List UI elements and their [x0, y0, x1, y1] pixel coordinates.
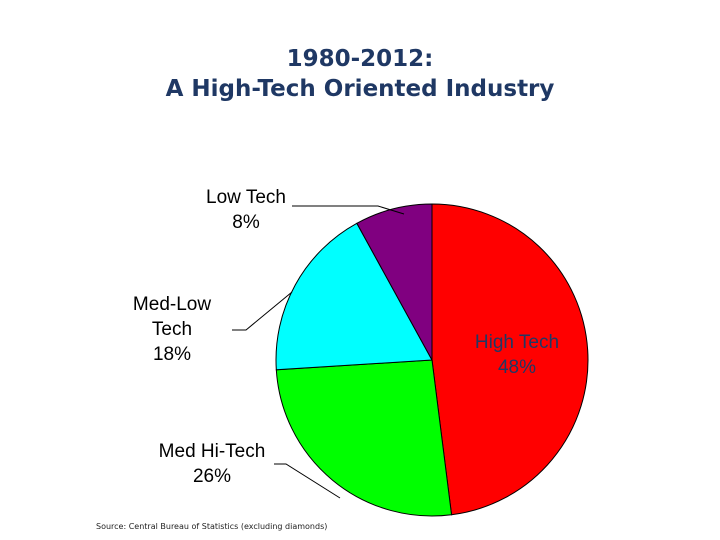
- chart-title-line1: 1980-2012:: [286, 46, 434, 72]
- pie-slice-med-low-tech: [275, 222, 433, 371]
- leader-line: [292, 205, 405, 215]
- leader-line: [232, 291, 293, 331]
- slice-category-label: Tech: [152, 319, 192, 340]
- pie-slice-low-tech: [356, 203, 433, 361]
- pie-slice-med-hi-tech: [275, 359, 453, 517]
- chart-title: 1980-2012: A High-Tech Oriented Industry: [0, 44, 720, 104]
- slice-category-label: Low Tech: [206, 187, 286, 208]
- leader-line: [274, 463, 341, 499]
- slice-percent-label: 48%: [498, 357, 536, 378]
- slice-percent-label: 8%: [232, 212, 260, 233]
- slice-percent-label: 26%: [193, 466, 231, 487]
- source-note: Source: Central Bureau of Statistics (ex…: [96, 522, 328, 531]
- slice-category-label: Med Hi-Tech: [159, 441, 266, 462]
- chart-title-line2: A High-Tech Oriented Industry: [165, 76, 555, 102]
- pie-slice-high-tech: [431, 203, 589, 516]
- slice-percent-label: 18%: [153, 344, 191, 365]
- slice-category-label: Med-Low: [133, 294, 211, 315]
- slice-category-label: High Tech: [475, 332, 559, 353]
